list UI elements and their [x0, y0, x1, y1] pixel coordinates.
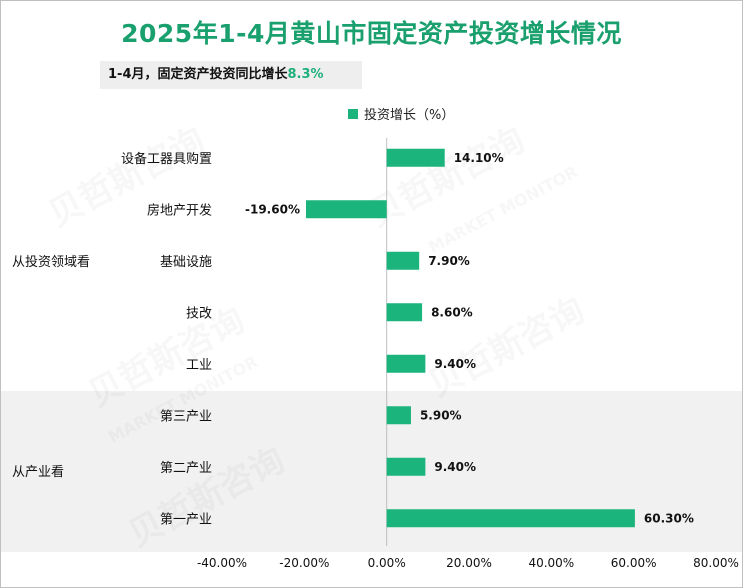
summary-box: 1-4月，固定资产投资同比增长8.3% [100, 61, 362, 89]
chart-title: 2025年1-4月黄山市固定资产投资增长情况 [121, 19, 622, 48]
category-label-4: 工业 [186, 358, 212, 373]
category-label-3: 技改 [186, 306, 212, 321]
category-label-1: 房地产开发 [147, 202, 212, 218]
data-label-0: 14.10% [454, 151, 504, 165]
x-tick-label-0: -40.00% [197, 556, 247, 570]
category-label-2: 基础设施 [160, 255, 212, 270]
x-tick-label-5: 60.00% [611, 556, 657, 570]
group-label-industry: 从产业看 [12, 465, 65, 480]
group-label-investment: 从投资领域看 [12, 255, 91, 270]
x-tick-label-1: -20.00% [279, 556, 329, 570]
x-tick-label-2: 0.00% [368, 556, 406, 570]
data-label-3: 8.60% [431, 305, 473, 319]
category-label-6: 第二产业 [160, 461, 212, 476]
legend: 投资增长（%） [348, 104, 454, 123]
bar-0 [386, 148, 445, 167]
bar-5 [386, 406, 411, 425]
bar-6 [386, 457, 426, 476]
category-label-5: 第三产业 [160, 409, 212, 424]
x-tick-label-4: 40.00% [528, 556, 574, 570]
data-label-2: 7.90% [428, 254, 470, 268]
data-label-6: 9.40% [434, 460, 476, 474]
category-label-0: 设备工器具购置 [121, 151, 212, 167]
data-label-7: 60.30% [644, 511, 694, 525]
bar-2 [386, 251, 420, 270]
bar-1 [305, 200, 387, 219]
data-label-4: 9.40% [434, 357, 476, 371]
legend-label: 投资增长（%） [364, 108, 455, 123]
bar-4 [386, 354, 426, 373]
bar-3 [386, 303, 423, 322]
data-label-1: -19.60% [245, 202, 300, 216]
summary-text: 1-4月，固定资产投资同比增长 [108, 67, 288, 82]
legend-swatch [348, 108, 358, 119]
summary-value: 8.3% [287, 67, 324, 82]
data-label-5: 5.90% [420, 408, 462, 422]
x-tick-label-6: 80.00% [693, 556, 739, 570]
category-label-7: 第一产业 [160, 512, 212, 527]
bar-7 [386, 509, 635, 528]
x-tick-label-3: 20.00% [446, 556, 492, 570]
